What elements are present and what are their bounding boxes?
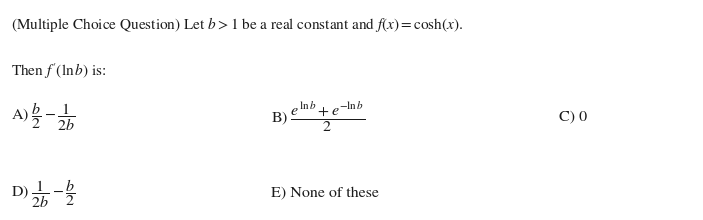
Text: C) 0: C) 0 [559, 110, 587, 123]
Text: D) $\dfrac{1}{2b} - \dfrac{b}{2}$: D) $\dfrac{1}{2b} - \dfrac{b}{2}$ [11, 177, 75, 210]
Text: Then $f'(\ln b)$ is:: Then $f'(\ln b)$ is: [11, 62, 106, 81]
Text: (Multiple Choice Question) Let $b > 1$ be a real constant and $f(x) = \cosh(x).$: (Multiple Choice Question) Let $b > 1$ b… [11, 15, 463, 34]
Text: B) $\dfrac{e^{\ln b} + e^{-\ln b}}{2}$: B) $\dfrac{e^{\ln b} + e^{-\ln b}}{2}$ [271, 99, 365, 134]
Text: A) $\dfrac{b}{2} - \dfrac{1}{2b}$: A) $\dfrac{b}{2} - \dfrac{1}{2b}$ [11, 100, 75, 133]
Text: E) None of these: E) None of these [271, 187, 378, 200]
